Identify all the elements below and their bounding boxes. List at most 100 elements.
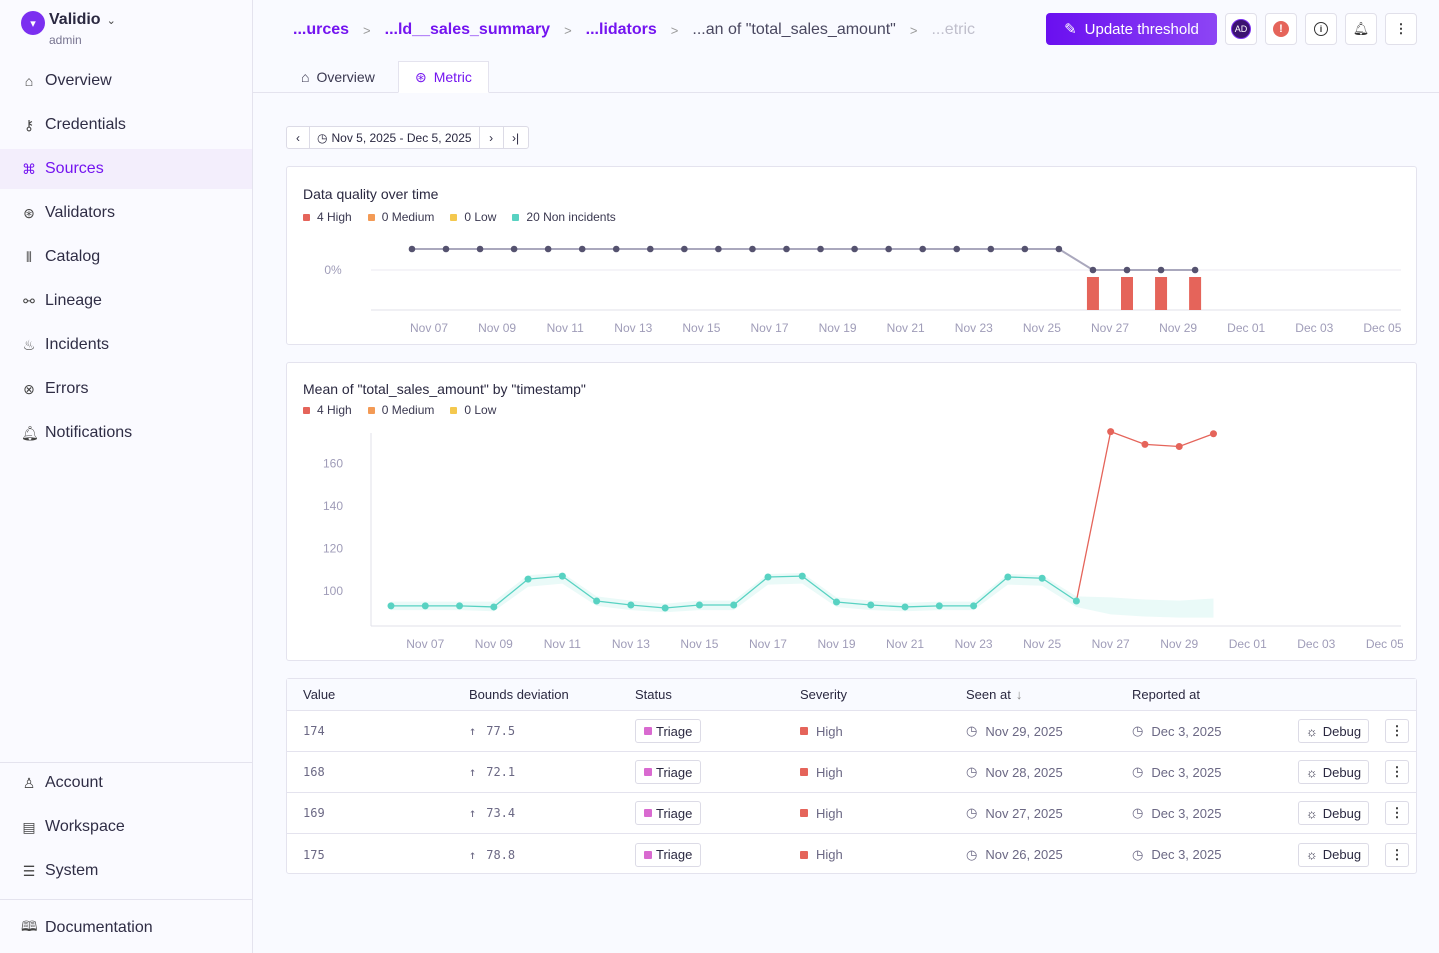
quality-point bbox=[987, 245, 995, 253]
metric-point bbox=[730, 601, 738, 609]
debug-button[interactable]: ☼ Debug bbox=[1298, 719, 1369, 743]
sidebar-item-account[interactable]: ♙ Account bbox=[0, 763, 252, 803]
row-menu-button[interactable]: ⋮ bbox=[1385, 801, 1409, 825]
sidebar-item-sources[interactable]: ⌘ Sources bbox=[0, 149, 252, 189]
severity-swatch bbox=[800, 768, 808, 776]
metric-point bbox=[490, 603, 498, 611]
sidebar-item-system[interactable]: ☰ System bbox=[0, 851, 252, 891]
row-menu-button[interactable]: ⋮ bbox=[1385, 842, 1409, 867]
update-threshold-button[interactable]: ✎ Update threshold bbox=[1046, 13, 1217, 45]
sidebar-item-errors[interactable]: ⊗ Errors bbox=[0, 369, 252, 409]
legend-medium[interactable]: 0 Medium bbox=[367, 403, 434, 417]
breadcrumb-validators[interactable]: ...lidators bbox=[585, 21, 657, 38]
quality-point bbox=[1021, 245, 1029, 253]
high-incident-bar bbox=[1189, 277, 1202, 310]
previous-range-button[interactable]: ‹ bbox=[287, 127, 310, 148]
metric-point bbox=[798, 572, 806, 580]
date-range-button[interactable]: ◷ Nov 5, 2025 - Dec 5, 2025 bbox=[310, 127, 480, 148]
sidebar-item-notifications[interactable]: 🔔︎ Notifications bbox=[0, 413, 252, 453]
clock-icon: ◷ bbox=[317, 130, 328, 145]
sidebar-item-documentation[interactable]: 🕮 Documentation bbox=[0, 908, 252, 948]
column-header-severity: Severity bbox=[800, 687, 847, 702]
next-range-button[interactable]: › bbox=[480, 127, 504, 148]
value-cell: 175 bbox=[303, 847, 325, 862]
workspace-switcher[interactable]: ▾ Validio ⌄ admin bbox=[21, 11, 116, 47]
avatar-button[interactable]: AD bbox=[1225, 13, 1257, 45]
table-row[interactable]: 169 ↑ 73.4 Triage High ◷ Nov 27, 2025 ◷ Dec… bbox=[287, 793, 1416, 834]
sidebar-item-lineage[interactable]: ⚯ Lineage bbox=[0, 281, 252, 321]
status-swatch bbox=[644, 727, 652, 735]
clock-icon: ◷ bbox=[966, 764, 978, 779]
x-tick-label: Nov 15 bbox=[682, 321, 720, 335]
bug-icon: ☼ bbox=[1305, 764, 1318, 780]
y-tick-label: 0% bbox=[324, 263, 342, 277]
legend-low[interactable]: 0 Low bbox=[450, 210, 496, 224]
legend-non-incidents[interactable]: 20 Non incidents bbox=[512, 210, 616, 224]
sidebar-item-validators[interactable]: ⊛ Validators bbox=[0, 193, 252, 233]
clock-icon: ◷ bbox=[1132, 764, 1144, 779]
legend-low[interactable]: 0 Low bbox=[450, 403, 496, 417]
status-badge[interactable]: Triage bbox=[635, 842, 702, 867]
x-tick-label: Nov 19 bbox=[819, 321, 857, 335]
x-tick-label: Nov 25 bbox=[1023, 637, 1061, 651]
legend-high[interactable]: 4 High bbox=[303, 210, 352, 224]
kebab-icon: ⋮ bbox=[1394, 21, 1408, 36]
sidebar-item-incidents[interactable]: ♨ Incidents bbox=[0, 325, 252, 365]
quality-point bbox=[919, 245, 926, 253]
status-badge[interactable]: Triage bbox=[635, 719, 702, 743]
metric-line-incident bbox=[1075, 430, 1214, 602]
validators-icon: ⊛ bbox=[415, 68, 427, 85]
x-tick-label: Nov 09 bbox=[475, 637, 513, 651]
debug-button[interactable]: ☼ Debug bbox=[1298, 801, 1369, 825]
tab-metric[interactable]: ⊛ Metric bbox=[398, 61, 489, 93]
sources-icon: ⌘ bbox=[22, 160, 36, 177]
lineage-icon: ⚯ bbox=[23, 292, 35, 309]
column-header-seen-at[interactable]: Seen at ↓ bbox=[966, 687, 1023, 702]
breadcrumb-sources[interactable]: ...urces bbox=[293, 21, 350, 38]
nav-label: Credentials bbox=[45, 116, 126, 133]
x-tick-label: Dec 01 bbox=[1229, 637, 1267, 651]
tab-overview[interactable]: ⌂ Overview bbox=[285, 61, 391, 93]
table-row[interactable]: 174 ↑ 77.5 Triage High ◷ Nov 29, 2025 ◷ Dec… bbox=[287, 711, 1416, 752]
table-row[interactable]: 175 ↑ 78.8 Triage High ◷ Nov 26, 2025 ◷ Dec… bbox=[287, 834, 1416, 875]
legend-medium[interactable]: 0 Medium bbox=[367, 210, 434, 224]
sidebar-item-credentials[interactable]: ⚷ Credentials bbox=[0, 105, 252, 145]
legend-high[interactable]: 4 High bbox=[303, 403, 352, 417]
sidebar-item-overview[interactable]: ⌂ Overview bbox=[0, 61, 252, 101]
high-incident-bar bbox=[1121, 277, 1133, 310]
breadcrumb-validator[interactable]: ...an of "total_sales_amount" bbox=[692, 21, 896, 38]
sidebar-item-workspace[interactable]: ▤ Workspace bbox=[0, 807, 252, 847]
nav-label: Notifications bbox=[45, 424, 133, 441]
quality-point bbox=[953, 245, 961, 253]
table-row[interactable]: 168 ↑ 72.1 Triage High ◷ Nov 28, 2025 ◷ Dec… bbox=[287, 752, 1416, 793]
value-cell: 174 bbox=[303, 724, 325, 738]
x-tick-label: Nov 07 bbox=[410, 321, 448, 335]
debug-button[interactable]: ☼ Debug bbox=[1298, 842, 1369, 867]
metric-point bbox=[387, 602, 395, 610]
breadcrumb-source[interactable]: ...ld__sales_summary bbox=[384, 21, 551, 38]
x-tick-label: Nov 29 bbox=[1159, 321, 1197, 335]
x-tick-label: Nov 17 bbox=[749, 637, 787, 651]
chart-title: Mean of "total_sales_amount" by "timesta… bbox=[303, 381, 586, 397]
info-button[interactable]: i bbox=[1305, 13, 1337, 45]
nav-label: Documentation bbox=[45, 919, 153, 936]
more-options-button[interactable]: ⋮ bbox=[1385, 13, 1417, 45]
status-badge[interactable]: Triage bbox=[635, 801, 702, 825]
key-icon: ⚷ bbox=[23, 116, 35, 133]
clock-icon: ◷ bbox=[1132, 805, 1144, 820]
notifications-button[interactable]: 🔔︎ bbox=[1345, 13, 1377, 45]
metric-point bbox=[833, 598, 841, 606]
latest-range-button[interactable]: ›| bbox=[512, 130, 520, 145]
quality-point bbox=[612, 245, 620, 253]
x-tick-label: Dec 03 bbox=[1295, 321, 1333, 335]
alert-icon: ! bbox=[1273, 21, 1289, 37]
x-tick-label: Dec 01 bbox=[1227, 321, 1265, 335]
sidebar-item-catalog[interactable]: ⫴ Catalog bbox=[0, 237, 252, 277]
debug-button[interactable]: ☼ Debug bbox=[1298, 760, 1369, 784]
status-badge[interactable]: Triage bbox=[635, 760, 702, 784]
row-menu-button[interactable]: ⋮ bbox=[1385, 760, 1409, 784]
alert-button[interactable]: ! bbox=[1265, 13, 1297, 45]
row-menu-button[interactable]: ⋮ bbox=[1385, 719, 1409, 743]
incident-point bbox=[1175, 443, 1183, 450]
nav-label: Workspace bbox=[45, 818, 125, 835]
